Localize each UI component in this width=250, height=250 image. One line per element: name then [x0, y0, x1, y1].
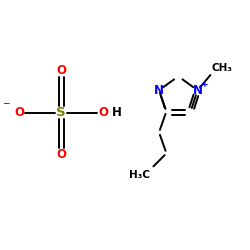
Text: CH₃: CH₃: [212, 63, 233, 73]
Text: −: −: [2, 99, 10, 108]
Text: O: O: [98, 106, 108, 119]
Text: N: N: [154, 84, 164, 97]
Text: N: N: [192, 84, 202, 97]
Text: S: S: [56, 106, 66, 119]
Text: H: H: [112, 106, 122, 119]
Text: +: +: [200, 80, 208, 89]
Text: O: O: [14, 106, 24, 119]
Text: O: O: [56, 148, 66, 161]
Text: H₃C: H₃C: [130, 170, 150, 180]
Text: O: O: [56, 64, 66, 77]
